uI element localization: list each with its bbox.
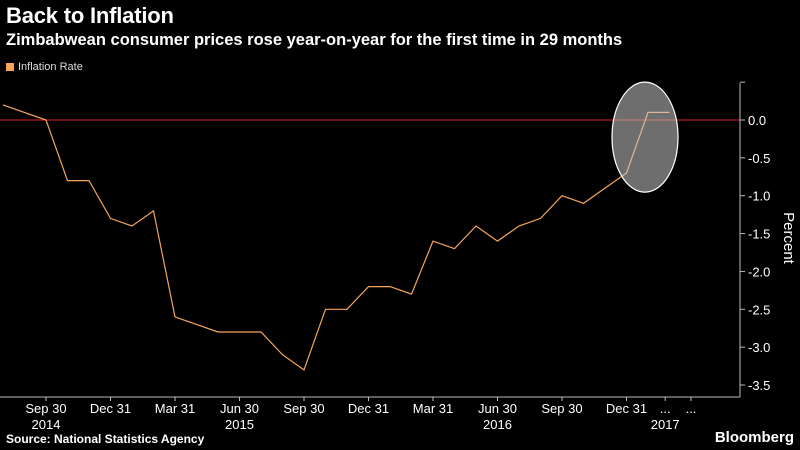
axes: -3.5 -3.0 -2.5 -2.0 -1.5 -1.0 -0.5 0.0 Sep 30 Dec… xyxy=(0,81,770,432)
x-year-label: 2015 xyxy=(225,417,254,432)
series xyxy=(2,104,670,371)
highlight-circle xyxy=(611,81,679,193)
y-tick-label: -1.5 xyxy=(748,227,770,242)
y-tick-label: -2.0 xyxy=(748,264,770,279)
legend-swatch xyxy=(6,63,14,71)
x-tick-label: Mar 31 xyxy=(413,401,453,416)
x-tick-label: Sep 30 xyxy=(25,401,66,416)
x-tick-label: Dec 31 xyxy=(348,401,389,416)
y-tick-label: -3.0 xyxy=(748,340,770,355)
x-tick-label: Jun 30 xyxy=(220,401,259,416)
y-tick-label: -0.5 xyxy=(748,151,770,166)
x-year-label: 2017 xyxy=(651,417,680,432)
y-tick-label: -2.5 xyxy=(748,302,770,317)
x-tick-label: Dec 31 xyxy=(90,401,131,416)
y-tick-label: -3.5 xyxy=(748,378,770,393)
x-tick-label: Mar 31 xyxy=(155,401,195,416)
legend: Inflation Rate xyxy=(6,61,83,73)
y-tick-label: 0.0 xyxy=(748,113,766,128)
x-year-label: 2016 xyxy=(483,417,512,432)
y-tick-label: -1.0 xyxy=(748,189,770,204)
legend-label: Inflation Rate xyxy=(18,61,83,73)
chart-title: Back to Inflation xyxy=(6,3,174,28)
brand-logo: Bloomberg xyxy=(714,429,794,446)
source-note: Source: National Statistics Agency xyxy=(6,432,205,446)
x-tick-label: Sep 30 xyxy=(541,401,582,416)
x-tick-label: Sep 30 xyxy=(283,401,324,416)
series-line-inflation-rate xyxy=(2,104,670,371)
x-tick-label: Dec 31 xyxy=(606,401,647,416)
x-tick-label: ... xyxy=(660,401,671,416)
x-tick-label: Jun 30 xyxy=(478,401,517,416)
x-tick-label: ... xyxy=(686,401,697,416)
x-year-label: 2014 xyxy=(32,417,61,432)
chart-subtitle: Zimbabwean consumer prices rose year-on-… xyxy=(6,31,623,49)
highlight xyxy=(611,81,679,193)
y-axis-label: Percent xyxy=(780,212,797,265)
